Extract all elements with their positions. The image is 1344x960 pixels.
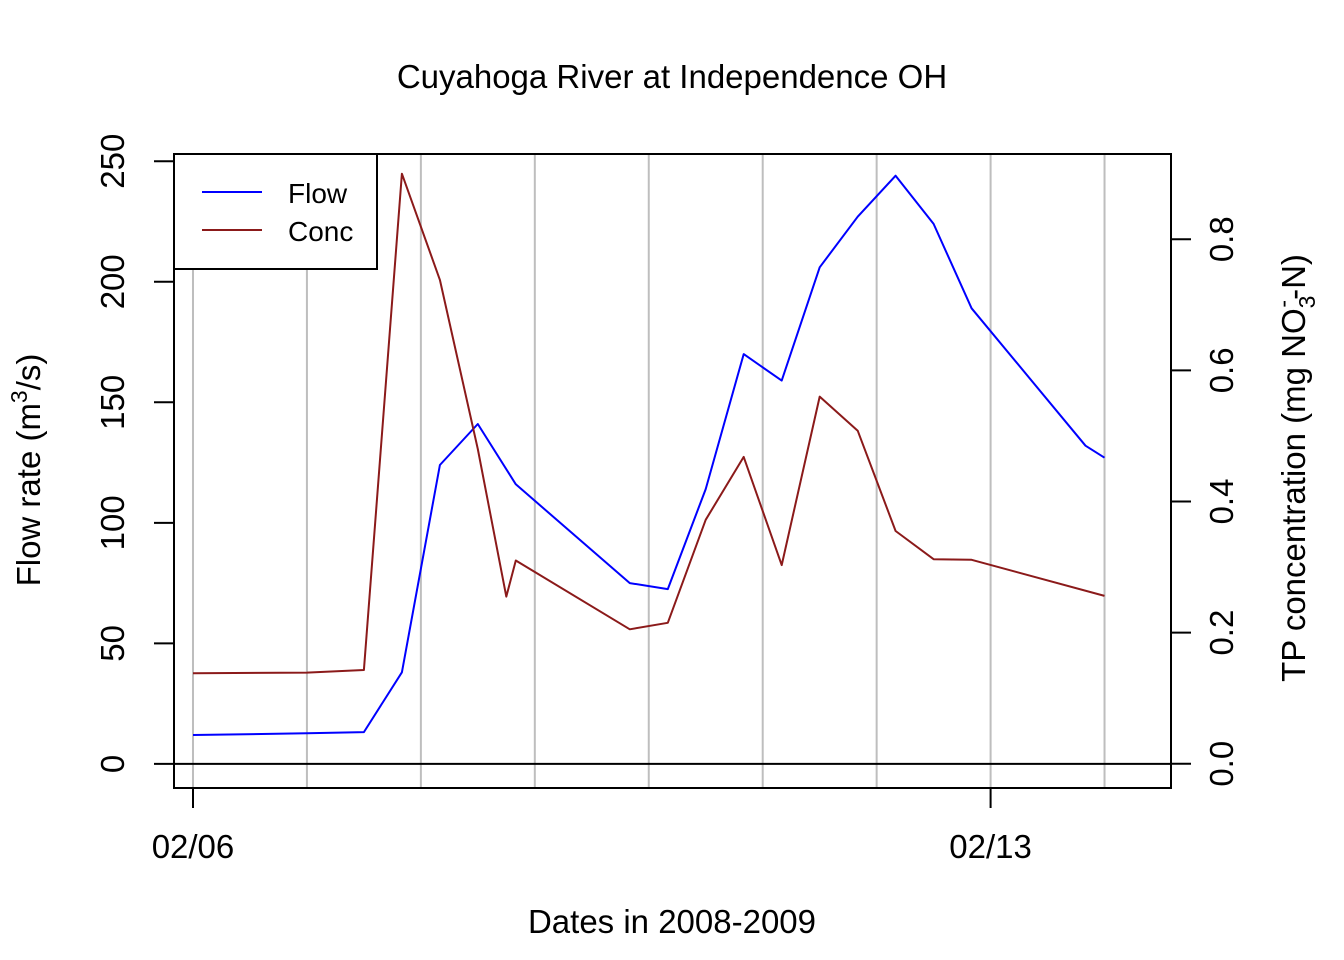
left-tick-label-150: 150 <box>94 375 131 430</box>
right-tick-label-0.0: 0.0 <box>1203 741 1240 787</box>
legend: Flow Conc <box>173 153 378 270</box>
right-tick-label-0.8: 0.8 <box>1203 216 1240 262</box>
series-line-conc <box>192 172 1105 675</box>
left-y-axis: 0 50 100 150 200 250 <box>94 134 174 773</box>
left-tick-label-250: 250 <box>94 134 131 189</box>
legend-box <box>173 153 378 270</box>
x-axis: 02/06 02/13 <box>152 788 1032 865</box>
x-axis-label: Dates in 2008-2009 <box>528 903 816 940</box>
left-tick-label-50: 50 <box>94 625 131 662</box>
right-tick-label-0.4: 0.4 <box>1203 479 1240 525</box>
plot-frame <box>173 153 1172 789</box>
legend-conc-label: Conc <box>288 216 353 247</box>
series-lines <box>192 172 1106 736</box>
x-tick-label-02/06: 02/06 <box>152 828 235 865</box>
legend-flow-label: Flow <box>288 178 348 209</box>
left-tick-label-0: 0 <box>94 755 131 773</box>
chart-title: Cuyahoga River at Independence OH <box>397 58 947 95</box>
series-line-flow <box>192 174 1106 736</box>
right-tick-label-0.2: 0.2 <box>1203 610 1240 656</box>
y-axis-label-right: TP concentration (mg NO3--N) <box>1270 254 1320 682</box>
right-tick-label-0.6: 0.6 <box>1203 347 1240 393</box>
x-tick-label-02/13: 02/13 <box>949 828 1032 865</box>
y-axis-label-left: Flow rate (m3/s) <box>6 354 47 587</box>
right-y-axis: 0.0 0.2 0.4 0.6 0.8 <box>1171 216 1240 787</box>
left-tick-label-200: 200 <box>94 254 131 309</box>
left-tick-label-100: 100 <box>94 495 131 550</box>
